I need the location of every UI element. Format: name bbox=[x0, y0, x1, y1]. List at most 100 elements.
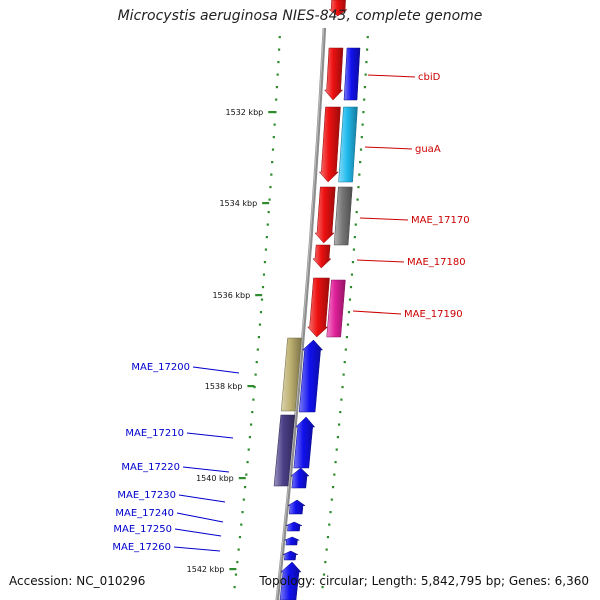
outer-ring-dot bbox=[273, 123, 276, 126]
gene-arrow-MAE_17230[interactable] bbox=[287, 499, 306, 515]
outer-ring-dot bbox=[277, 61, 280, 64]
gene-arrow-upstream[interactable] bbox=[328, 0, 348, 17]
gene-label-MAE_17190[interactable]: MAE_17190 bbox=[404, 309, 463, 320]
leader-line-cbiD bbox=[367, 74, 416, 78]
inner-ring-dot bbox=[341, 386, 344, 389]
inner-ring-dot bbox=[359, 161, 362, 164]
kbp-tick-label: 1542 kbp bbox=[187, 565, 225, 574]
inner-ring-dot bbox=[356, 198, 359, 201]
genome-backbone bbox=[275, 28, 327, 600]
gene-label-MAE_17250[interactable]: MAE_17250 bbox=[113, 524, 172, 535]
inner-ring-dot bbox=[352, 248, 356, 251]
gene-label-MAE_17200[interactable]: MAE_17200 bbox=[131, 362, 190, 373]
outer-ring-dot bbox=[252, 398, 255, 401]
gene-label-MAE_17240[interactable]: MAE_17240 bbox=[115, 508, 174, 519]
outer-ring-dot bbox=[248, 436, 252, 439]
inner-ring-dot bbox=[365, 48, 369, 51]
cog-block-cbiD[interactable] bbox=[343, 47, 361, 101]
kbp-tick-label: 1534 kbp bbox=[219, 199, 257, 208]
inner-ring-dot bbox=[330, 498, 333, 501]
kbp-tick-label: 1536 kbp bbox=[212, 291, 250, 300]
outer-ring-dot bbox=[258, 323, 262, 326]
outer-ring-dot bbox=[243, 486, 247, 489]
outer-ring-dot bbox=[276, 73, 279, 76]
outer-ring-dot bbox=[275, 98, 278, 101]
leader-line-MAE_17190 bbox=[352, 310, 402, 315]
inner-ring-dot bbox=[353, 236, 356, 239]
cog-block-guaA[interactable] bbox=[338, 106, 358, 183]
leader-line-MAE_17200 bbox=[192, 366, 240, 374]
gene-arrow-downstream[interactable] bbox=[279, 561, 302, 600]
inner-ring-dot bbox=[335, 448, 338, 451]
outer-ring-dot bbox=[253, 386, 256, 389]
gene-arrow-MAE_17170[interactable] bbox=[314, 186, 336, 244]
outer-ring-dot bbox=[250, 423, 253, 426]
kbp-tick-label: 1540 kbp bbox=[196, 474, 234, 483]
gene-arrow-MAE_17220[interactable] bbox=[290, 467, 310, 489]
gene-arrow-MAE_17260[interactable] bbox=[282, 550, 299, 561]
gene-label-MAE_17230[interactable]: MAE_17230 bbox=[117, 490, 176, 501]
gene-arrow-MAE_17190[interactable] bbox=[307, 277, 330, 338]
outer-ring-dot bbox=[271, 148, 275, 151]
cog-block-MAE_17170[interactable] bbox=[333, 186, 353, 246]
kbp-tick-mark bbox=[268, 111, 276, 114]
kbp-tick-label: 1532 kbp bbox=[226, 108, 264, 117]
outer-ring-dot bbox=[275, 86, 279, 89]
outer-ring-dot bbox=[233, 586, 236, 589]
inner-ring-dot bbox=[325, 548, 328, 551]
inner-ring-dot bbox=[321, 586, 324, 589]
kbp-tick-mark bbox=[247, 385, 255, 388]
outer-ring-dot bbox=[251, 411, 254, 414]
gene-label-cbiD[interactable]: cbiD bbox=[418, 72, 441, 83]
outer-ring-dot bbox=[267, 211, 270, 214]
leader-line-MAE_17240 bbox=[176, 512, 224, 523]
outer-ring-dot bbox=[270, 173, 273, 176]
cog-block-MAE_17210[interactable] bbox=[273, 414, 296, 487]
inner-ring-dot bbox=[334, 461, 337, 464]
outer-ring-dot bbox=[263, 261, 267, 264]
inner-ring-dot bbox=[355, 211, 358, 214]
inner-ring-dot bbox=[364, 73, 367, 76]
inner-ring-dot bbox=[322, 573, 326, 576]
outer-ring-dot bbox=[256, 348, 259, 351]
gene-arrow-MAE_17180[interactable] bbox=[312, 244, 332, 269]
backbone-highlight bbox=[276, 27, 325, 600]
gene-label-MAE_17210[interactable]: MAE_17210 bbox=[125, 428, 184, 439]
outer-ring-dot bbox=[261, 286, 265, 289]
gene-arrow-MAE_17250[interactable] bbox=[284, 536, 300, 546]
cog-block-MAE_17200[interactable] bbox=[280, 337, 302, 412]
inner-ring-dot bbox=[350, 273, 354, 276]
gene-arrow-guaA[interactable] bbox=[318, 106, 341, 183]
inner-ring-dot bbox=[344, 348, 347, 351]
gene-arrow-MAE_17210[interactable] bbox=[293, 416, 316, 469]
gene-arrow-MAE_17200[interactable] bbox=[298, 339, 324, 413]
inner-ring-dot bbox=[348, 298, 352, 301]
inner-ring-dot bbox=[343, 361, 346, 364]
outer-ring-dot bbox=[254, 373, 257, 376]
gene-label-guaA[interactable]: guaA bbox=[415, 144, 441, 155]
gene-arrow-cbiD[interactable] bbox=[324, 47, 344, 101]
gene-label-MAE_17220[interactable]: MAE_17220 bbox=[121, 462, 180, 473]
inner-ring-dot bbox=[359, 148, 363, 151]
cog-block-MAE_17190[interactable] bbox=[326, 279, 346, 338]
outer-ring-dot bbox=[246, 461, 249, 464]
inner-ring-dot bbox=[354, 223, 357, 226]
outer-ring-dot bbox=[265, 236, 268, 239]
outer-ring-dot bbox=[242, 498, 245, 501]
gene-label-MAE_17170[interactable]: MAE_17170 bbox=[411, 215, 470, 226]
gene-arrow-MAE_17240[interactable] bbox=[285, 521, 303, 532]
inner-ring-dot bbox=[366, 36, 369, 39]
inner-ring-dot bbox=[324, 561, 327, 564]
leader-line-MAE_17180 bbox=[356, 259, 405, 263]
outer-ring-dot bbox=[255, 361, 258, 364]
inner-ring-dot bbox=[342, 373, 345, 376]
accession-label: Accession: NC_010296 bbox=[9, 574, 146, 588]
leader-line-MAE_17170 bbox=[359, 217, 409, 221]
outer-ring-dot bbox=[268, 198, 271, 201]
outer-ring-dot bbox=[274, 111, 277, 114]
gene-label-MAE_17260[interactable]: MAE_17260 bbox=[112, 542, 171, 553]
inner-ring-dot bbox=[347, 311, 351, 314]
outer-ring-dot bbox=[277, 48, 281, 51]
gene-label-MAE_17180[interactable]: MAE_17180 bbox=[407, 257, 466, 268]
